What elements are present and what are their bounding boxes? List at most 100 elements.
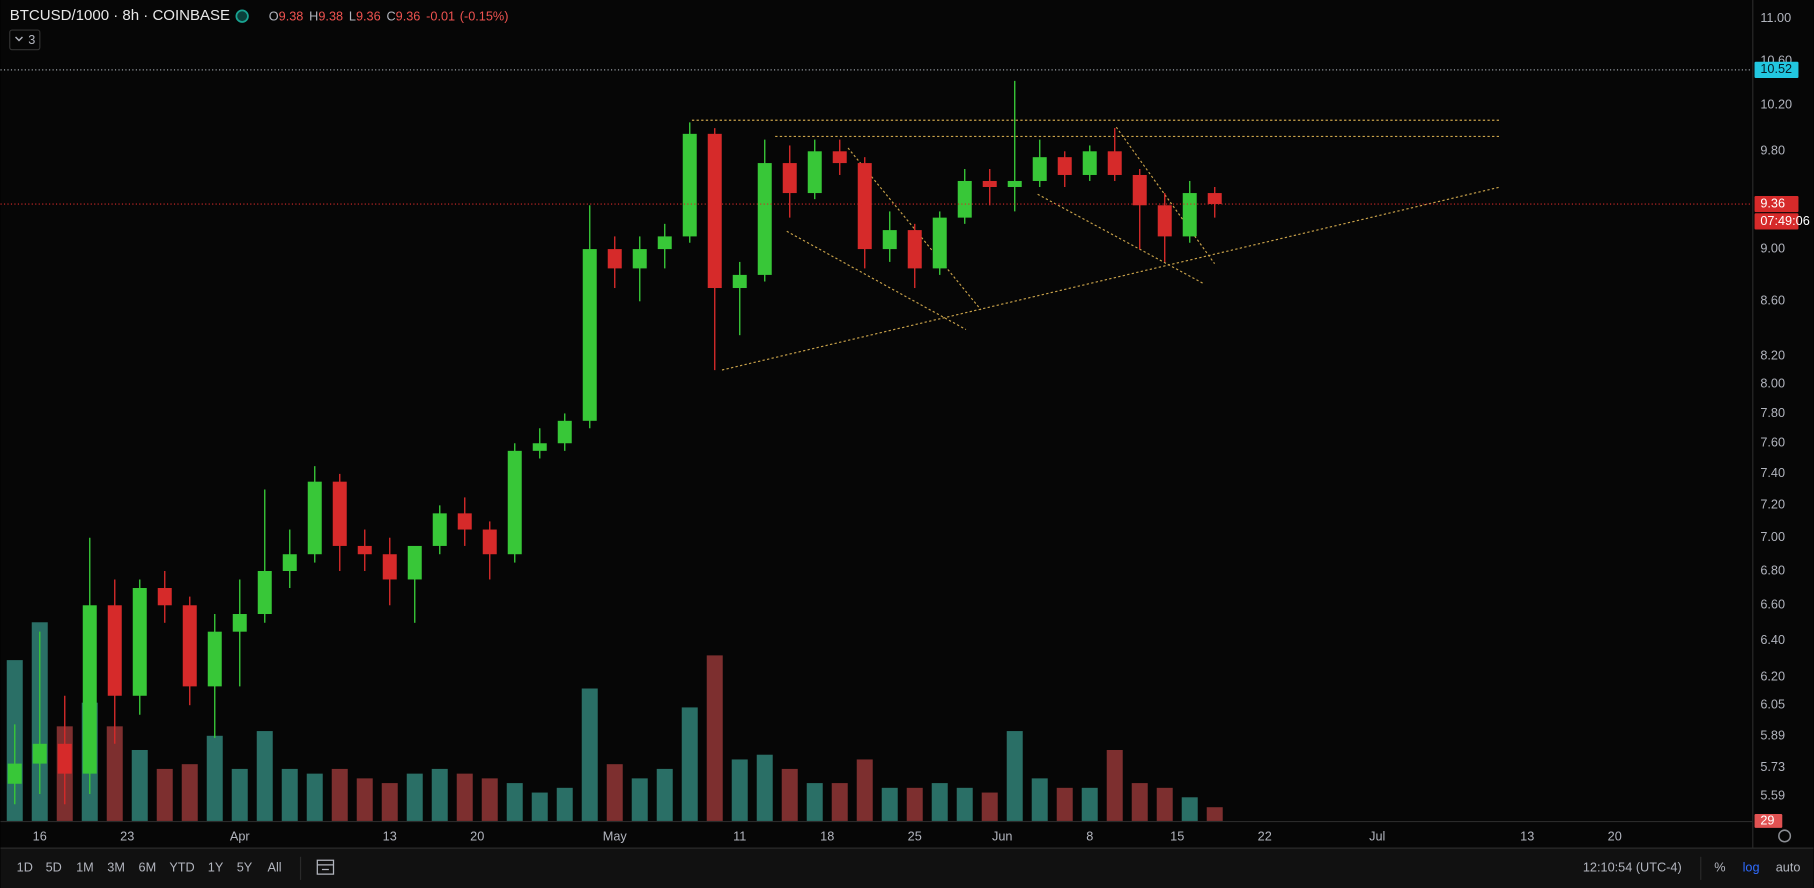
volume-bar [906,787,923,821]
candle-body [1007,180,1022,188]
last-price-label: 9.36 [1760,195,1785,210]
ohlc-value: 9.38 [318,9,343,24]
volume-bar [556,787,573,821]
y-tick-label: 11.00 [1760,10,1791,25]
scale-option[interactable]: log [1743,860,1760,875]
range-button[interactable]: YTD [169,860,194,875]
volume-bar [681,707,698,821]
x-tick-label: Jun [992,828,1012,843]
candle-body [57,743,72,774]
range-button[interactable]: 5D [46,860,62,875]
candle-body [407,545,422,580]
volume-bar [731,759,748,821]
x-tick-label: 20 [470,828,484,843]
trend-line [1037,193,1204,284]
ohlc-key: H [309,9,318,24]
y-tick-label: 6.20 [1760,668,1785,683]
price-axis [1752,0,1814,848]
volume-bar [506,783,523,821]
candle-body [457,513,472,530]
indicator-count: 3 [28,32,35,47]
alert-price-label-box [1754,61,1799,78]
volume-bar [656,768,673,821]
range-button[interactable]: 6M [139,860,157,875]
ohlc-value: 9.36 [396,9,421,24]
candle-body [857,163,872,250]
y-tick-label: 6.40 [1760,632,1785,647]
candle-body [1057,157,1072,175]
range-button[interactable]: 5Y [237,860,253,875]
market-status [235,9,249,23]
volume-bar [1181,797,1198,821]
volume-bar [281,768,298,821]
candle-body [582,249,597,421]
y-tick-label: 7.20 [1760,497,1785,512]
y-tick-label: 10.20 [1760,97,1792,112]
y-tick-label: 8.60 [1760,293,1785,308]
ohlc-key: L [349,9,356,24]
range-button[interactable]: 1D [17,860,33,875]
scale-option[interactable]: % [1714,860,1725,875]
x-tick-label: 13 [383,828,397,843]
candle-body [7,763,22,784]
volume-bar [406,773,423,821]
x-tick-label: 23 [120,828,134,843]
candle-body [1032,157,1047,181]
volume-bar [331,768,348,821]
chart-title: BTCUSD/1000 · 8h · COINBASE [10,7,230,24]
y-tick-label: 5.59 [1760,787,1785,802]
y-tick-label: 6.05 [1760,697,1785,712]
candle-body [507,450,522,555]
volume-bar [1106,749,1123,821]
volume-bar [881,787,898,821]
candle-body [807,151,822,194]
candle-body [132,588,147,696]
candle-body [307,481,322,555]
range-button[interactable]: All [267,860,281,875]
alert-price-label: 10.52 [1760,61,1792,76]
candle-body [632,249,647,269]
last-price-label-box [1754,195,1799,213]
x-tick-label: 11 [733,828,746,843]
x-tick-label: 13 [1520,828,1534,843]
ohlc-key: C [386,9,395,24]
volume-bar [356,778,373,821]
candle-body [832,151,847,164]
volume-bar [1156,787,1173,821]
candle-body [82,605,97,774]
volume-bar [106,726,123,821]
last-volume-box [1754,814,1783,828]
volume-bar [631,778,648,821]
volume-bar [956,787,973,821]
candle-body [1157,205,1172,237]
volume-bar [856,759,873,821]
y-tick-label: 6.60 [1760,597,1785,612]
goto-date-icon[interactable] [316,859,335,875]
volume-bar [256,731,273,821]
x-tick-label: Apr [230,828,251,843]
candle-body [932,217,947,269]
countdown-label: 07:49:06 [1760,213,1809,228]
indicators-badge[interactable] [9,29,41,51]
y-tick-label: 8.20 [1760,347,1785,362]
y-tick-label: 7.40 [1760,465,1785,480]
range-button[interactable]: 1M [76,860,94,875]
candle-body [182,605,197,687]
candle-body [1107,151,1122,175]
volume-bar [481,778,498,821]
volume-bar [381,783,398,821]
scale-option[interactable]: auto [1776,860,1801,875]
candle-body [432,513,447,546]
volume-bar [456,773,473,821]
y-tick-label: 9.00 [1760,240,1785,255]
range-button[interactable]: 3M [107,860,125,875]
clock[interactable]: 12:10:54 (UTC-4) [1583,860,1682,875]
change-value: -0.01 [426,9,455,24]
y-tick-label: 7.60 [1760,435,1785,450]
volume-bar [1131,783,1148,821]
range-button[interactable]: 1Y [208,860,224,875]
settings-icon[interactable] [1778,829,1792,843]
x-tick-label: 18 [820,828,834,843]
candle-body [207,631,222,687]
countdown-label-box [1754,213,1799,230]
